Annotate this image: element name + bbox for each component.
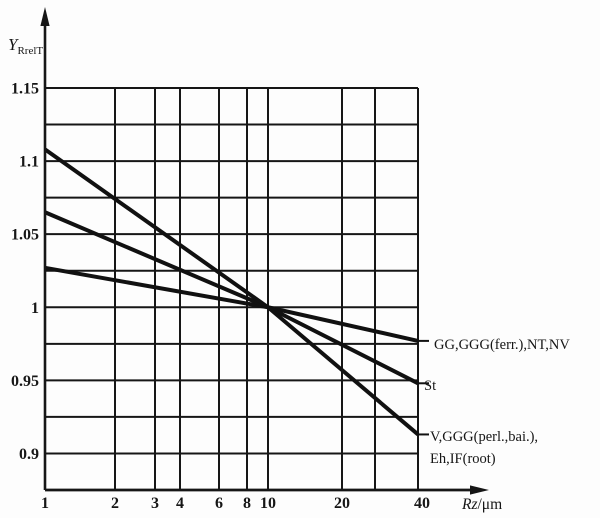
y-axis-title-symbol: Y: [8, 35, 19, 54]
y-tick-label-1.1: 1.1: [19, 154, 39, 171]
y-tick-label-1.15: 1.15: [11, 81, 39, 98]
x-tick-label-3: 3: [151, 495, 159, 512]
x-axis-arrowhead: [470, 485, 489, 495]
y-axis-title: YRrelT: [8, 35, 43, 57]
y-axis-title-subscript: RrelT: [17, 45, 43, 57]
x-axis-title: Rz/μm: [461, 496, 502, 513]
x-axis-title-symbol: Rz: [461, 496, 478, 513]
curve-st: [44, 210, 419, 386]
y-tick-label-1.05: 1.05: [11, 227, 39, 244]
curve-v-ggg-perl-bai-eh-if: [43, 147, 420, 436]
curve-label-gg-ggg-ferr-nt-nv: GG,GGG(ferr.),NT,NV: [434, 337, 570, 353]
y-tick-label-0.95: 0.95: [11, 373, 39, 390]
x-tick-label-40: 40: [414, 495, 430, 512]
x-tick-label-4: 4: [176, 495, 184, 512]
data-curves: [43, 147, 429, 436]
curve-label-v-ggg-perl-bai-line1: V,GGG(perl.,bai.),: [430, 429, 538, 445]
y-tick-label-1: 1: [31, 300, 39, 317]
x-tick-label-20: 20: [334, 495, 350, 512]
tick-labels: 1.15 1.1 1.05 1 0.95 0.9 1 2 3 4 6 8 10 20 40: [11, 81, 430, 513]
x-tick-label-1: 1: [41, 495, 49, 512]
curve-label-eh-if-root-line2: Eh,IF(root): [430, 451, 496, 467]
y-tick-label-0.9: 0.9: [19, 446, 39, 463]
y-axis-arrowhead: [40, 7, 50, 26]
x-tick-label-6: 6: [215, 495, 223, 512]
x-tick-label-2: 2: [111, 495, 119, 512]
grid-lines: [44, 87, 419, 491]
curve-label-st: St: [424, 378, 436, 394]
axes: [40, 7, 489, 495]
x-tick-label-10: 10: [260, 495, 276, 512]
curve-gg-ggg-ferr-nt-nv: [44, 265, 419, 343]
x-axis-title-unit: /μm: [478, 496, 503, 513]
x-tick-label-8: 8: [243, 495, 251, 512]
